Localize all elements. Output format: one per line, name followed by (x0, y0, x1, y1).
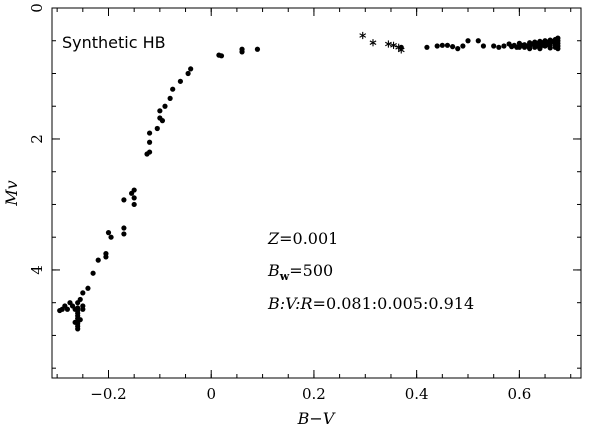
data-point (105, 230, 112, 236)
data-point (524, 43, 530, 49)
data-point (444, 42, 451, 48)
x-tick-label: −0.2 (90, 385, 126, 403)
axis-ticks (52, 7, 581, 378)
x-tick-label: 0.2 (302, 385, 326, 403)
data-point (129, 190, 135, 196)
asterisk-point (390, 41, 397, 49)
asterisk-point (369, 39, 377, 47)
data-point (85, 285, 91, 291)
data-point (170, 86, 176, 92)
data-point (146, 139, 153, 145)
data-point (75, 300, 81, 306)
data-point (75, 326, 81, 332)
data-point (254, 46, 261, 52)
x-tick-label: 0.4 (405, 385, 429, 403)
annotation-z: Z=0.001 (267, 229, 338, 248)
data-point (455, 46, 461, 52)
data-point (108, 234, 114, 240)
data-point (121, 197, 127, 203)
data-point (121, 225, 127, 231)
data-point (154, 125, 160, 132)
chart-label: Synthetic HB (62, 33, 166, 52)
data-point (534, 40, 540, 46)
data-point (167, 95, 173, 101)
data-point (131, 201, 137, 208)
data-point (480, 43, 487, 49)
data-point (57, 307, 63, 314)
y-tick-label: 2 (28, 134, 46, 144)
asterisk-point (397, 46, 405, 54)
data-point (475, 38, 481, 44)
asterisk-point (385, 40, 392, 48)
data-point (95, 257, 101, 263)
data-point (501, 43, 507, 49)
data-point (529, 41, 535, 47)
data-point (146, 130, 153, 136)
data-point (491, 43, 497, 49)
x-tick-label: 0.6 (507, 385, 531, 403)
x-tick-label: 0 (206, 385, 216, 403)
data-point (121, 231, 127, 237)
data-point (539, 40, 546, 46)
data-point (424, 44, 430, 50)
data-point (460, 43, 466, 49)
data-point (450, 44, 456, 50)
data-point (550, 38, 556, 44)
x-axis-title: B−V (297, 409, 336, 428)
data-point (162, 103, 168, 109)
data-point (465, 38, 471, 44)
y-tick-label: 0 (28, 3, 46, 13)
data-point (555, 46, 561, 52)
data-point (80, 290, 86, 296)
data-point (185, 70, 191, 77)
data-point (434, 43, 440, 49)
data-point (131, 195, 137, 201)
data-point (62, 303, 68, 309)
data-point (188, 66, 194, 72)
annotation-ratio: B:V:R=0.081:0.005:0.914 (267, 294, 474, 313)
y-tick-label: 4 (28, 265, 46, 275)
asterisk-point (359, 31, 367, 40)
data-point (144, 151, 150, 157)
y-axis-title: Mv (2, 180, 21, 206)
data-point (545, 39, 551, 45)
plot-frame (51, 7, 582, 379)
axis-tick-labels: −0.2 0 0.2 0.4 0.6 0 2 4 (28, 3, 531, 403)
data-point (239, 49, 245, 55)
data-point (77, 317, 83, 323)
data-point (509, 44, 515, 50)
data-point (216, 52, 222, 58)
annotation-bw: Bw=500 (267, 261, 333, 283)
data-points (57, 31, 561, 332)
data-point (439, 42, 445, 48)
data-point (67, 300, 73, 306)
data-point (157, 108, 163, 114)
data-point (159, 118, 166, 124)
data-point (177, 78, 183, 84)
data-point (90, 270, 96, 276)
data-point (496, 44, 502, 50)
data-point (103, 254, 109, 260)
data-point (80, 303, 86, 309)
data-point (519, 42, 525, 48)
data-point (514, 44, 520, 50)
data-point (72, 319, 78, 325)
